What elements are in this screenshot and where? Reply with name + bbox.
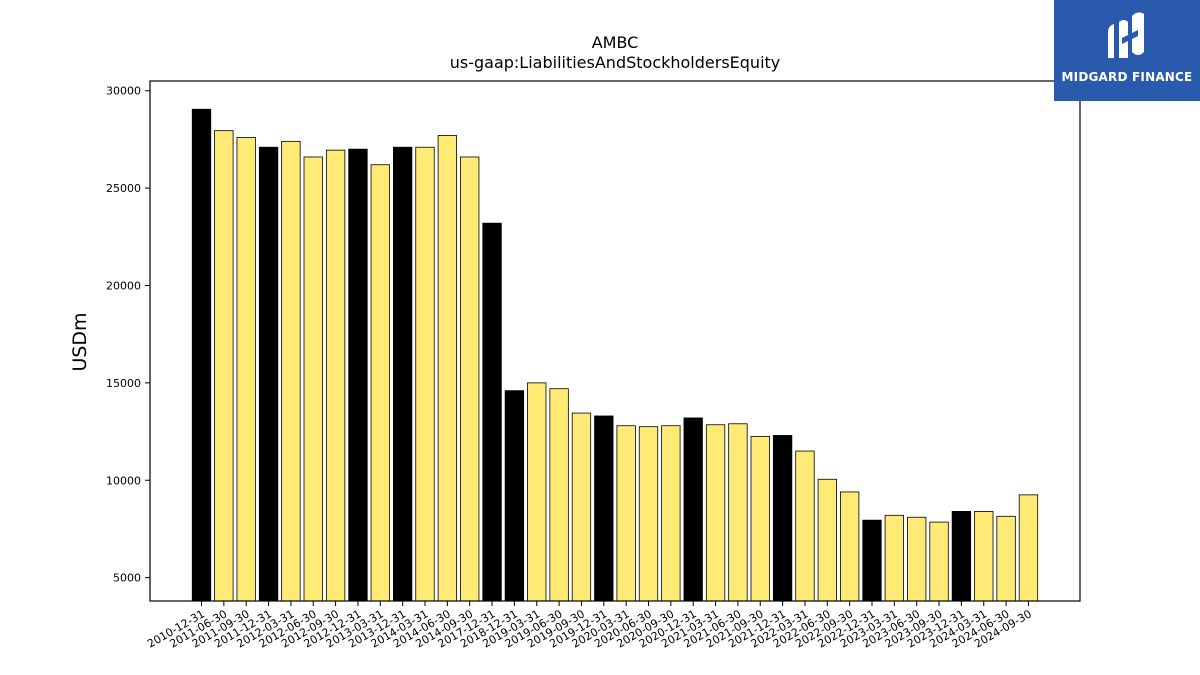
- y-tick-label: 15000: [106, 377, 141, 390]
- midgard-logo-icon: [1108, 12, 1144, 58]
- bar-2019-03-31: [527, 382, 547, 602]
- bar-2011-09-30: [236, 137, 256, 602]
- plot-frame: [149, 80, 1081, 602]
- bar-2014-09-30: [460, 156, 480, 602]
- bar-2021-12-31: [772, 435, 793, 602]
- bars-group: [191, 108, 1039, 602]
- y-axis-ticks: 5000 10000 15000 20000 25000 30000: [106, 85, 150, 585]
- bar-2022-06-30: [817, 478, 837, 602]
- bar-2017-12-31: [482, 222, 502, 602]
- x-axis-ticks: 2010-12-312011-06-302011-09-302011-12-31…: [145, 601, 1034, 651]
- bar-2021-03-31: [705, 424, 726, 602]
- bar-2013-12-31: [392, 146, 413, 602]
- bar-2022-09-30: [840, 491, 860, 602]
- bar-2012-03-31: [281, 140, 301, 602]
- bar-2020-12-31: [683, 417, 703, 602]
- y-tick-label: 5000: [113, 572, 141, 585]
- brand-logo-text: MIDGARD FINANCE: [1061, 70, 1193, 84]
- chart-title: AMBC: [592, 33, 639, 52]
- y-tick-label: 25000: [106, 182, 141, 195]
- bar-2020-03-31: [616, 425, 636, 602]
- bar-2023-06-30: [907, 516, 927, 602]
- y-tick-label: 30000: [106, 85, 141, 98]
- y-tick-label: 20000: [106, 279, 141, 292]
- bar-2020-06-30: [638, 426, 659, 602]
- y-tick-label: 10000: [106, 474, 141, 487]
- y-axis-label: USDm: [69, 312, 91, 371]
- bar-2014-03-31: [415, 146, 435, 602]
- bar-2010-12-31: [191, 108, 212, 602]
- bar-2024-06-30: [996, 515, 1016, 602]
- bar-2012-06-30: [303, 156, 323, 602]
- bar-2022-03-31: [795, 450, 815, 602]
- bar-2011-06-30: [214, 130, 234, 602]
- bar-2023-03-31: [884, 514, 904, 602]
- chart-subtitle: us-gaap:LiabilitiesAndStockholdersEquity: [450, 53, 781, 72]
- bar-2023-12-31: [951, 511, 972, 602]
- brand-logo: MIDGARD FINANCE: [1054, 0, 1200, 101]
- bar-2019-09-30: [571, 412, 592, 602]
- bar-2021-06-30: [728, 423, 748, 602]
- bar-2011-12-31: [258, 146, 279, 602]
- bar-2012-12-31: [348, 148, 368, 602]
- bar-2024-03-31: [974, 511, 994, 602]
- bar-2012-09-30: [325, 149, 346, 602]
- bar-2018-12-31: [504, 390, 525, 602]
- bar-2014-06-30: [437, 135, 458, 602]
- bar-2019-06-30: [549, 388, 569, 602]
- bar-2023-09-30: [929, 521, 949, 602]
- bar-2013-03-31: [370, 164, 390, 602]
- bar-2019-12-31: [594, 415, 614, 602]
- bar-2020-09-30: [661, 425, 681, 602]
- bar-2024-09-30: [1018, 494, 1039, 602]
- bar-2022-12-31: [862, 519, 882, 602]
- bar-2021-09-30: [750, 436, 770, 602]
